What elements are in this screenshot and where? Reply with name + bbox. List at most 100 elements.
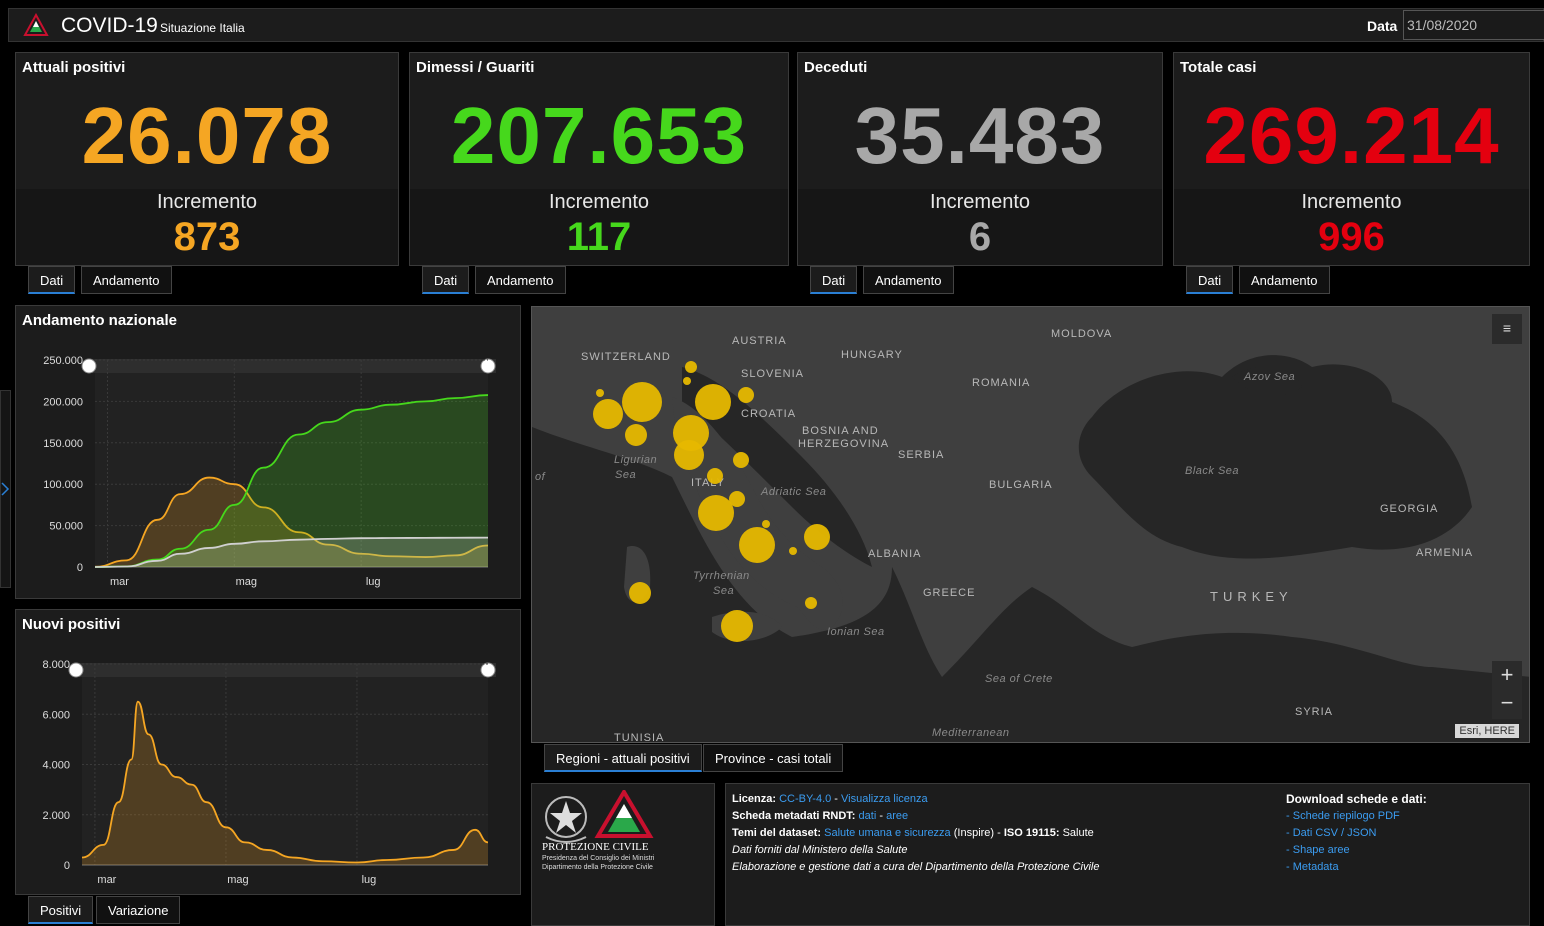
kpi-title: Dimessi / Guariti xyxy=(416,59,535,76)
range-slider-track[interactable] xyxy=(74,663,496,677)
map-label-tunisia: TUNISIA xyxy=(614,732,665,743)
series-line[interactable] xyxy=(94,476,489,568)
map-label-tyrrhenian-sea: Sea xyxy=(713,585,735,597)
region-marker[interactable] xyxy=(707,468,723,484)
new-positives-title: Nuovi positivi xyxy=(22,616,121,633)
tab-andamento-totale[interactable]: Andamento xyxy=(1239,266,1330,294)
download-metadata-link[interactable]: Metadata xyxy=(1292,861,1339,873)
license-value-link[interactable]: CC-BY-4.0 xyxy=(779,793,832,805)
region-marker[interactable] xyxy=(695,384,731,420)
tab-positivi[interactable]: Positivi xyxy=(28,896,94,924)
map-basemap xyxy=(532,355,1529,742)
side-panel-toggle[interactable] xyxy=(0,390,11,588)
logos-panel: PROTEZIONE CIVILE Presidenza del Consigl… xyxy=(531,783,715,926)
metadata-aree-link[interactable]: aree xyxy=(886,810,909,822)
range-slider-start-handle[interactable] xyxy=(81,358,97,374)
series-area xyxy=(95,537,488,567)
region-marker[interactable] xyxy=(625,424,647,446)
map-label-black-sea: Black Sea xyxy=(1185,465,1240,477)
kpi-value: 207.653 xyxy=(450,91,748,180)
date-input[interactable] xyxy=(1403,10,1544,40)
metadata-label: Scheda metadati RNDT: xyxy=(732,810,856,822)
kpi-title: Deceduti xyxy=(804,59,868,76)
tab-dati-attuali[interactable]: Dati xyxy=(28,266,76,294)
view-license-link[interactable]: Visualizza licenza xyxy=(841,793,928,805)
region-marker[interactable] xyxy=(738,387,754,403)
download-shape-link[interactable]: Shape aree xyxy=(1292,844,1350,856)
italy-peninsula xyxy=(672,397,843,630)
zoom-out-button[interactable]: − xyxy=(1492,689,1522,719)
org-sub1: Presidenza del Consiglio dei Ministri xyxy=(542,855,655,862)
region-marker[interactable] xyxy=(762,520,770,528)
license-label: Licenza: xyxy=(732,793,777,805)
themes-iso-value: Salute xyxy=(1059,827,1094,839)
map-label-mediterranean: Mediterranean xyxy=(932,727,1010,739)
map-view[interactable]: SWITZERLAND AUSTRIA HUNGARY MOLDOVA SLOV… xyxy=(531,306,1530,743)
map-label-greece: GREECE xyxy=(923,587,976,599)
y-tick-label: 100.000 xyxy=(43,479,83,491)
map-label-tyrrhenian: Tyrrhenian xyxy=(693,570,750,582)
region-marker[interactable] xyxy=(721,610,753,642)
x-tick-label: lug xyxy=(362,874,377,886)
kpi-increment-value: 873 xyxy=(173,215,241,259)
kpi-increment-value: 6 xyxy=(968,215,992,259)
tab-andamento-guariti[interactable]: Andamento xyxy=(475,266,566,294)
map-attribution[interactable]: Esri, HERE xyxy=(1455,724,1519,738)
region-marker[interactable] xyxy=(596,389,604,397)
download-csv-link[interactable]: Dati CSV / JSON xyxy=(1292,827,1377,839)
processing-text: Elaborazione e gestione dati a cura del … xyxy=(732,861,1100,873)
range-slider-end-handle[interactable] xyxy=(480,662,496,678)
region-marker[interactable] xyxy=(683,377,691,385)
range-slider-start-handle[interactable] xyxy=(68,662,84,678)
tab-andamento-deceduti[interactable]: Andamento xyxy=(863,266,954,294)
national-trend-panel: Andamento nazionale 250.000 200.000 150.00… xyxy=(15,305,521,599)
tab-regioni-attuali-positivi[interactable]: Regioni - attuali positivi xyxy=(544,744,702,772)
tab-dati-guariti[interactable]: Dati xyxy=(422,266,470,294)
range-slider-track[interactable] xyxy=(87,359,496,373)
source-text: Dati forniti dal Ministero della Salute xyxy=(732,844,908,856)
tab-variazione[interactable]: Variazione xyxy=(96,896,181,924)
series-line[interactable] xyxy=(94,536,489,568)
map-label-crete: Sea of Crete xyxy=(985,673,1053,685)
region-marker[interactable] xyxy=(629,582,651,604)
download-item-csv: - Dati CSV / JSON xyxy=(1286,827,1376,839)
metadata-dati-link[interactable]: dati xyxy=(858,810,877,822)
kpi-increment-label: Incremento xyxy=(929,191,1031,213)
y-tick-label: 6.000 xyxy=(42,709,70,721)
region-marker[interactable] xyxy=(622,382,662,422)
region-marker[interactable] xyxy=(729,491,745,507)
series-area xyxy=(82,701,488,865)
zoom-in-button[interactable]: + xyxy=(1492,661,1522,691)
download-item-metadata: - Metadata xyxy=(1286,861,1339,873)
legend-list-icon[interactable]: ≡ xyxy=(1492,314,1522,344)
region-marker[interactable] xyxy=(674,440,704,470)
plot-area xyxy=(95,360,488,567)
region-marker[interactable] xyxy=(789,547,797,555)
map-label-adriatic: Adriatic Sea xyxy=(761,486,827,498)
region-marker[interactable] xyxy=(805,597,817,609)
series-line[interactable] xyxy=(94,394,489,568)
kpi-increment-value: 117 xyxy=(566,215,632,259)
kpi-increment-area xyxy=(16,189,398,265)
map-label-austria: AUSTRIA xyxy=(732,335,787,347)
region-marker[interactable] xyxy=(733,452,749,468)
tab-andamento-attuali[interactable]: Andamento xyxy=(81,266,172,294)
map-label-croatia: CROATIA xyxy=(741,408,797,420)
region-marker[interactable] xyxy=(739,527,775,563)
region-marker[interactable] xyxy=(804,524,830,550)
series-line[interactable] xyxy=(81,700,489,864)
region-marker[interactable] xyxy=(685,361,697,373)
tab-province-casi-totali[interactable]: Province - casi totali xyxy=(703,744,844,772)
region-marker[interactable] xyxy=(593,399,623,429)
header-bar: COVID-19 Situazione Italia Data xyxy=(8,8,1544,42)
download-pdf-link[interactable]: Schede riepilogo PDF xyxy=(1292,810,1400,822)
region-marker[interactable] xyxy=(698,495,734,531)
metadata-line: Scheda metadati RNDT: dati - aree xyxy=(732,810,908,822)
range-slider-end-handle[interactable] xyxy=(480,358,496,374)
tab-dati-totale[interactable]: Dati xyxy=(1186,266,1234,294)
tab-dati-deceduti[interactable]: Dati xyxy=(810,266,858,294)
y-tick-label: 0 xyxy=(77,562,83,574)
themes-link[interactable]: Salute umana e sicurezza xyxy=(824,827,951,839)
map-label-syria: SYRIA xyxy=(1295,706,1334,718)
map-label-slovenia: SLOVENIA xyxy=(741,368,805,380)
